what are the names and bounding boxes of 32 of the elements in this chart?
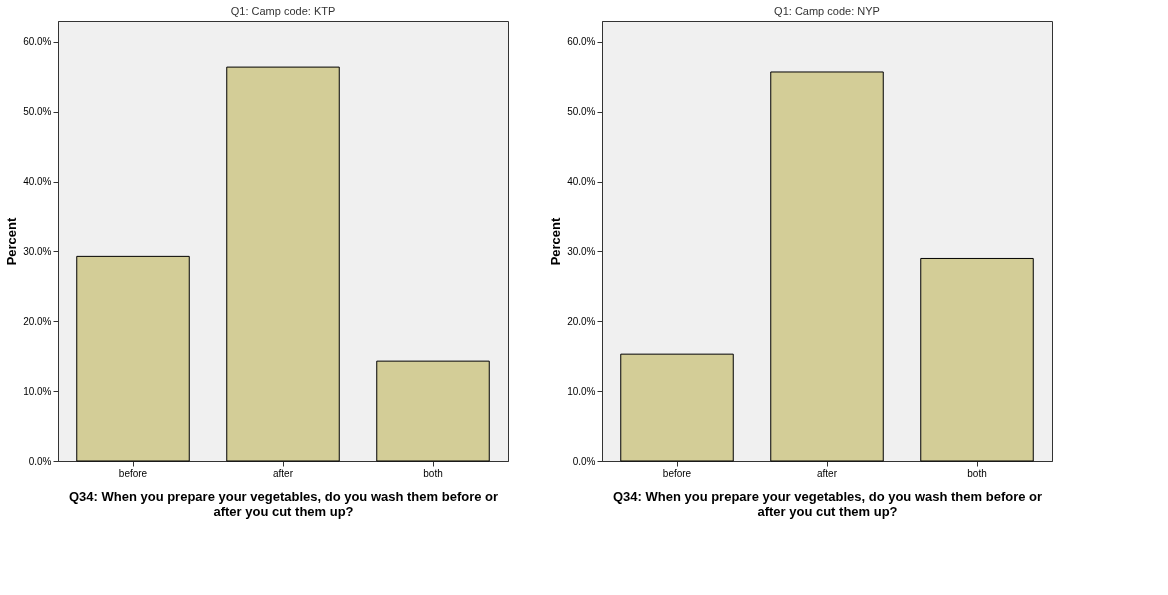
y-tick-label: 60.0% [567, 36, 596, 48]
bar [770, 71, 884, 462]
bar [376, 360, 490, 462]
x-tick-label: before [118, 467, 148, 479]
bar [76, 255, 190, 462]
chart-title: Q1: Camp code: NYP [774, 5, 880, 17]
y-tick-label: 0.0% [28, 455, 52, 467]
y-tick-label: 50.0% [23, 106, 52, 118]
y-tick-label: 40.0% [23, 176, 52, 188]
bar [620, 353, 734, 462]
y-tick-label: 20.0% [23, 315, 52, 327]
y-tick-label: 60.0% [23, 36, 52, 48]
x-tick-label: before [662, 467, 692, 479]
y-tick-label: 20.0% [567, 315, 596, 327]
y-axis-title: Percent [4, 216, 20, 266]
y-tick-label: 0.0% [572, 455, 596, 467]
x-axis-title: Q34: When you prepare your vegetables, do you wash them before or after you cut them up? [612, 488, 1043, 519]
x-tick-label: both [423, 467, 443, 479]
x-tick-label: both [967, 467, 987, 479]
y-tick-label: 40.0% [567, 176, 596, 188]
x-tick-label: after [272, 467, 294, 479]
x-tick-label: after [816, 467, 838, 479]
y-tick-label: 30.0% [23, 245, 52, 257]
y-tick-label: 10.0% [23, 385, 52, 397]
bar [226, 66, 340, 462]
chart-title: Q1: Camp code: KTP [230, 5, 336, 17]
bar [920, 257, 1034, 462]
y-tick-label: 30.0% [567, 245, 596, 257]
y-axis-title: Percent [548, 216, 564, 266]
y-tick-label: 10.0% [567, 385, 596, 397]
y-tick-label: 50.0% [567, 106, 596, 118]
x-axis-title: Q34: When you prepare your vegetables, do you wash them before or after you cut them up? [68, 488, 499, 519]
